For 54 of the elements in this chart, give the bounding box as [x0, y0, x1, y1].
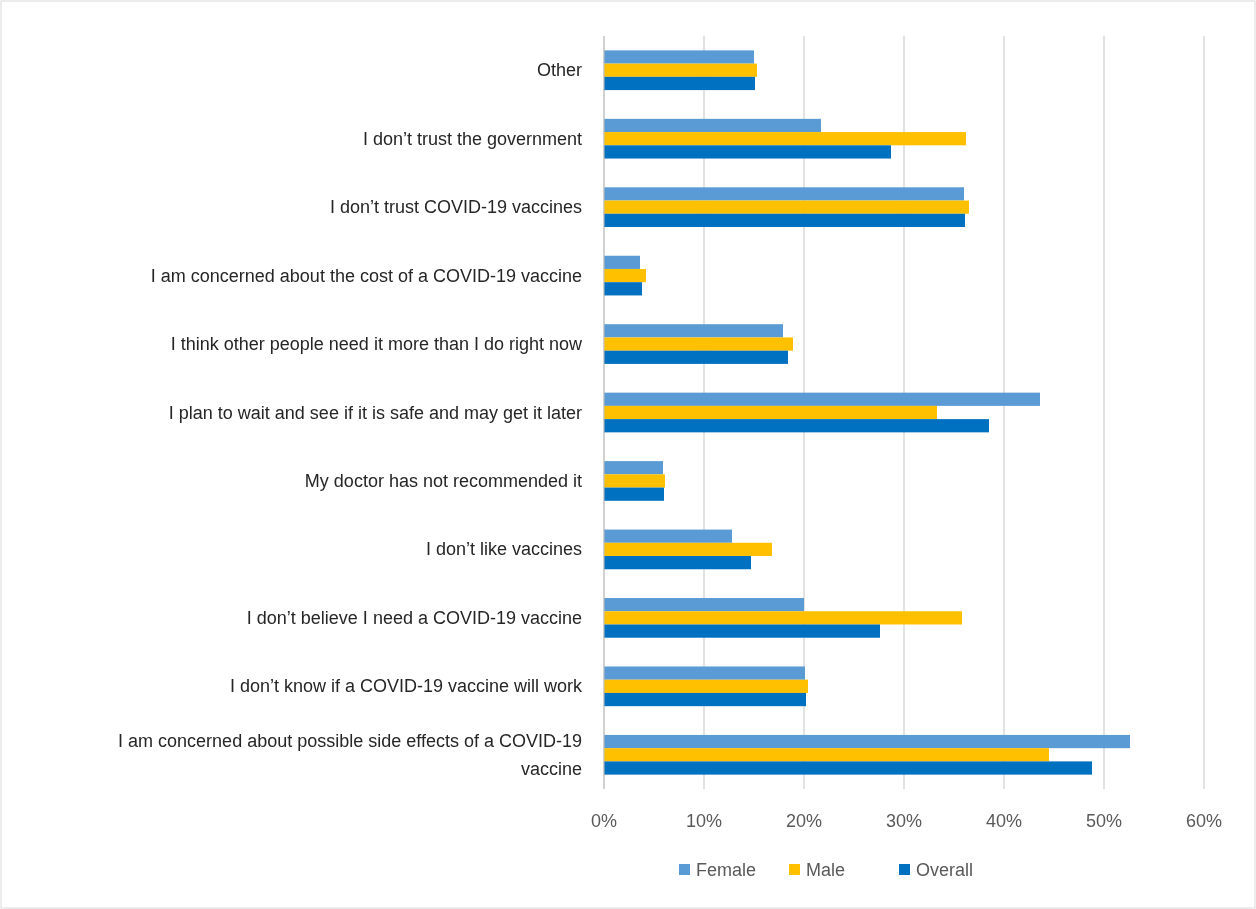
bar: [604, 268, 646, 283]
bar: [604, 405, 937, 420]
bar: [604, 145, 891, 159]
legend-label: Overall: [916, 860, 974, 880]
bar: [604, 666, 805, 680]
y-tick-label: My doctor has not recommended it: [304, 470, 582, 491]
bar: [604, 350, 788, 364]
x-tick-label: 30%: [885, 811, 923, 831]
x-tick-label: 60%: [1185, 811, 1223, 831]
bar: [604, 282, 642, 296]
bar: [604, 255, 640, 269]
bar: [604, 200, 969, 214]
x-tick-label: 0%: [590, 811, 618, 831]
bar: [604, 761, 1092, 775]
bar: [604, 679, 808, 693]
bar: [604, 213, 965, 227]
x-tick-label: 50%: [1085, 811, 1123, 831]
bar: [604, 748, 1049, 762]
y-tick-label: I don’t trust the government: [362, 128, 582, 149]
bar: [604, 598, 804, 612]
bar: [604, 132, 966, 146]
bar: [604, 734, 1130, 749]
y-tick-label: I don’t trust COVID-19 vaccines: [329, 197, 582, 218]
y-tick-label: I plan to wait and see if it is safe and may get it later: [168, 402, 582, 423]
bar: [604, 337, 793, 351]
x-tick-label: 10%: [685, 811, 723, 831]
y-tick-label: I don’t like vaccines: [425, 539, 582, 560]
bar: [604, 419, 989, 433]
y-tick-label: I am concerned about possible side effects of a COVID-19 vaccine: [118, 730, 582, 779]
y-tick-label: Other: [536, 60, 582, 81]
legend-label: Female: [696, 860, 757, 880]
bar: [604, 392, 1040, 406]
y-tick-label: I don’t know if a COVID-19 vaccine will work: [229, 676, 583, 697]
bar: [604, 76, 755, 91]
legend-label: Male: [806, 860, 846, 880]
bar: [604, 63, 757, 77]
bar: [604, 529, 732, 543]
x-tick-label: 20%: [785, 811, 823, 831]
bar: [604, 118, 821, 133]
y-tick-label: I am concerned about the cost of a COVID-19 vaccine: [150, 265, 582, 286]
bar: [604, 692, 806, 707]
x-tick-label: 40%: [985, 811, 1023, 831]
bar: [604, 187, 964, 201]
bar: [604, 461, 663, 475]
bar: [604, 50, 754, 64]
bar: [604, 487, 664, 501]
y-tick-label: I think other people need it more than I do right now: [170, 334, 583, 355]
y-tick-label: I don’t believe I need a COVID-19 vaccine: [246, 607, 582, 628]
bar: [604, 624, 880, 638]
bar: [604, 324, 783, 338]
bar: [604, 611, 962, 625]
bar: [604, 474, 665, 488]
bar: [604, 556, 751, 570]
bar: [604, 542, 772, 557]
